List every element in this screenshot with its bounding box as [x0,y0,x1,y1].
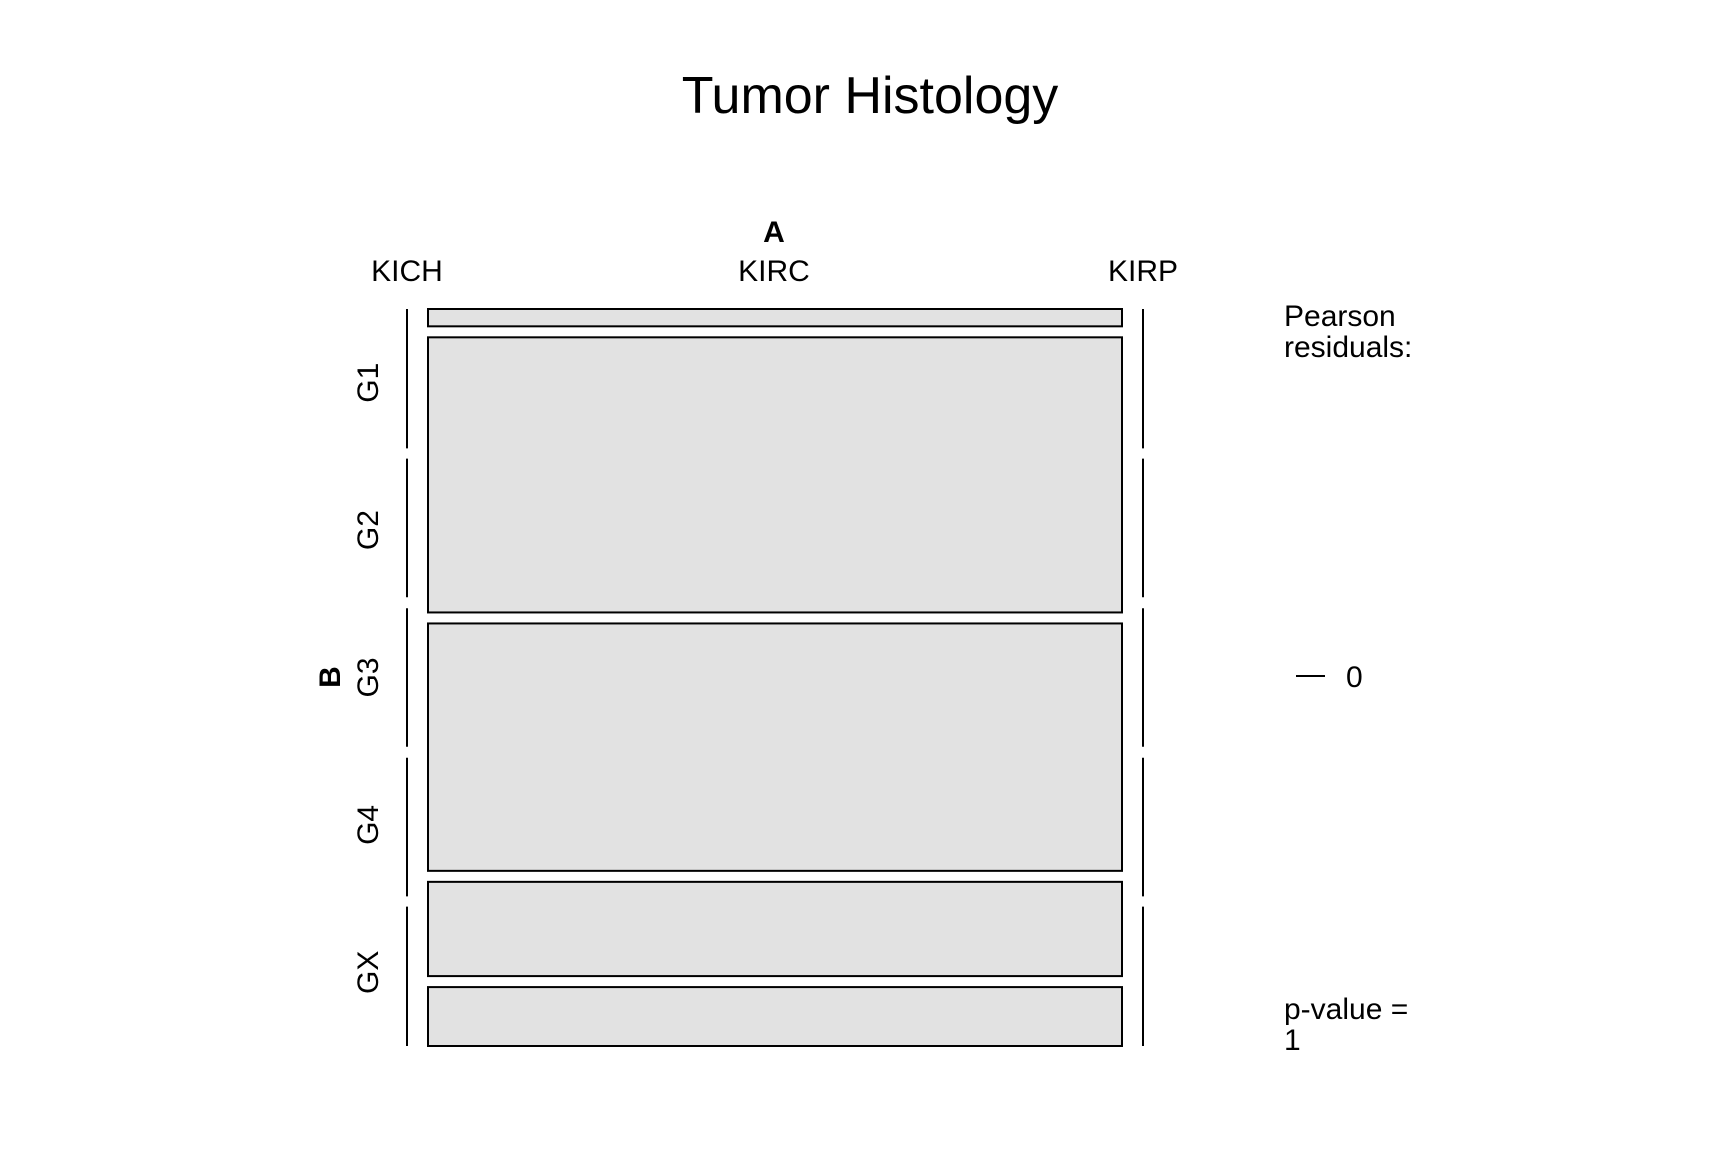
y-tick-g3: G3 [352,657,385,697]
legend: Pearson residuals: 0 p-value = 1 [1284,300,1412,1057]
tile-kirc-gx [427,986,1123,1047]
tile-kirc-g2 [427,336,1123,614]
tile-kirc-g3 [427,622,1123,872]
y-tick-g2: G2 [352,510,385,550]
x-variable-label: A [763,216,785,249]
y-tick-g4: G4 [352,805,385,845]
y-variable-label: B [314,666,347,688]
x-tick-kirc: KIRC [738,255,810,288]
x-tick-kirp: KIRP [1108,255,1178,288]
legend-title-line1: Pearson [1284,300,1396,333]
tile-kirc-g4 [427,880,1123,978]
mosaic-tiles [406,308,1144,1047]
legend-title-line2: residuals: [1284,331,1412,364]
legend-pvalue-line1: p-value = [1284,993,1408,1026]
tile-kirc-g1 [427,308,1123,328]
legend-tick-label: 0 [1346,661,1363,694]
x-tick-labels: KICH KIRC KIRP [371,255,1178,288]
chart-title: Tumor Histology [682,67,1059,125]
y-tick-gx: GX [352,951,385,994]
legend-pvalue-line2: 1 [1284,1024,1301,1057]
x-tick-kich: KICH [371,255,443,288]
y-tick-labels: G1 G2 G3 G4 GX [352,363,385,994]
y-tick-g1: G1 [352,363,385,403]
